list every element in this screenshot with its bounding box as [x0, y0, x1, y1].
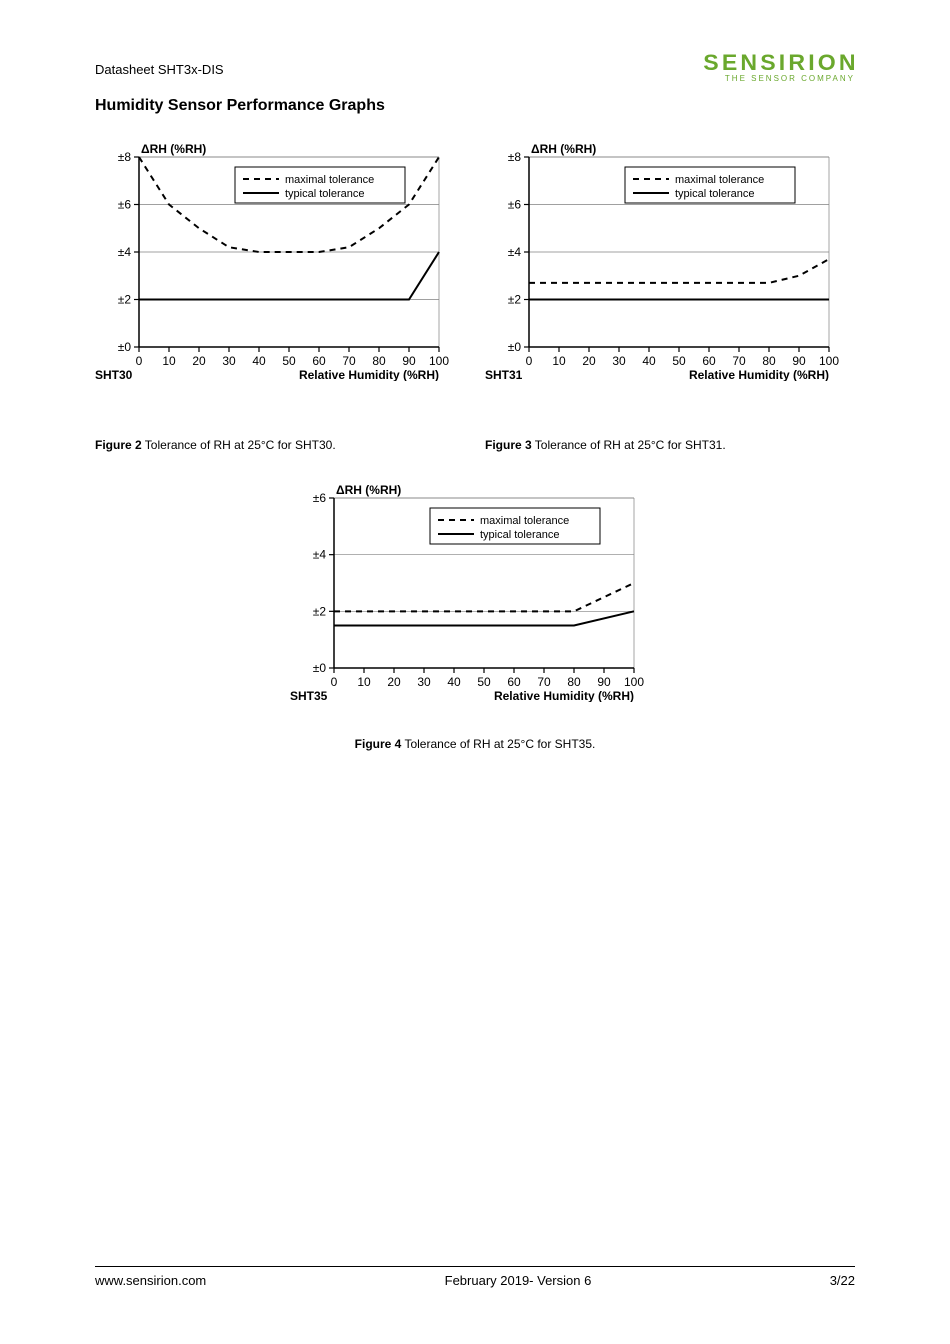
svg-text:50: 50 [282, 354, 296, 368]
svg-text:30: 30 [222, 354, 236, 368]
svg-text:±6: ±6 [118, 198, 132, 212]
svg-text:ΔRH (%RH): ΔRH (%RH) [336, 483, 401, 497]
datasheet-subtitle: Datasheet SHT3x-DIS [95, 62, 224, 77]
footer-url: www.sensirion.com [95, 1273, 206, 1288]
svg-text:30: 30 [612, 354, 626, 368]
caption-fig4-text: Tolerance of RH at 25°C for SHT35. [401, 737, 595, 751]
section-title: Humidity Sensor Performance Graphs [95, 97, 855, 115]
svg-text:±2: ±2 [508, 293, 522, 307]
caption-fig2: Figure 2 Tolerance of RH at 25°C for SHT… [95, 438, 336, 452]
svg-text:50: 50 [477, 675, 491, 689]
caption-fig3-text: Tolerance of RH at 25°C for SHT31. [532, 438, 726, 452]
svg-text:10: 10 [162, 354, 176, 368]
caption-fig4: Figure 4 Tolerance of RH at 25°C for SHT… [95, 737, 855, 751]
svg-text:70: 70 [537, 675, 551, 689]
svg-text:50: 50 [672, 354, 686, 368]
chart-sht30: 0 10 20 30 40 50 60 70 80 90 100 ±0 ±2 ±4 ±6 ±8 ΔRH (%RH… [95, 141, 465, 386]
svg-text:0: 0 [136, 354, 143, 368]
svg-text:SHT30: SHT30 [95, 368, 133, 381]
brand-logo: SENSIRION THE SENSOR COMPANY [707, 50, 855, 83]
footer: www.sensirion.com February 2019- Version… [95, 1266, 855, 1288]
svg-text:20: 20 [192, 354, 206, 368]
svg-text:±8: ±8 [118, 150, 132, 164]
svg-text:90: 90 [792, 354, 806, 368]
svg-text:±0: ±0 [313, 661, 327, 675]
svg-text:70: 70 [732, 354, 746, 368]
svg-text:20: 20 [582, 354, 596, 368]
svg-text:typical tolerance: typical tolerance [285, 188, 365, 200]
svg-text:±4: ±4 [313, 548, 327, 562]
svg-text:Relative Humidity (%RH): Relative Humidity (%RH) [689, 368, 829, 381]
svg-text:±8: ±8 [508, 150, 522, 164]
svg-text:80: 80 [372, 354, 386, 368]
svg-text:ΔRH (%RH): ΔRH (%RH) [141, 142, 206, 156]
svg-text:20: 20 [387, 675, 401, 689]
caption-fig2-text: Tolerance of RH at 25°C for SHT30. [142, 438, 336, 452]
svg-text:typical tolerance: typical tolerance [675, 188, 755, 200]
chart-sht35: 0 10 20 30 40 50 60 70 80 90 100 ±0 ±2 ±4 ±6 ΔRH (%RH) R… [290, 482, 660, 707]
caption-fig2-bold: Figure 2 [95, 438, 142, 452]
svg-text:Relative Humidity (%RH): Relative Humidity (%RH) [494, 689, 634, 702]
svg-text:±4: ±4 [508, 245, 522, 259]
svg-text:80: 80 [567, 675, 581, 689]
svg-text:±6: ±6 [313, 491, 327, 505]
svg-text:100: 100 [819, 354, 839, 368]
svg-text:±0: ±0 [118, 340, 132, 354]
svg-text:maximal tolerance: maximal tolerance [480, 515, 569, 527]
svg-text:90: 90 [597, 675, 611, 689]
svg-text:±2: ±2 [118, 293, 132, 307]
svg-text:typical tolerance: typical tolerance [480, 529, 560, 541]
svg-text:±2: ±2 [313, 604, 327, 618]
svg-text:70: 70 [342, 354, 356, 368]
footer-page: 3/22 [830, 1273, 855, 1288]
caption-fig3: Figure 3 Tolerance of RH at 25°C for SHT… [485, 438, 855, 452]
svg-text:SHT31: SHT31 [485, 368, 523, 381]
footer-version: February 2019- Version 6 [445, 1273, 592, 1288]
svg-text:100: 100 [624, 675, 644, 689]
svg-text:40: 40 [447, 675, 461, 689]
chart-sht31: 0 10 20 30 40 50 60 70 80 90 100 ±0 ±2 ±4 ±6 ±8 ΔRH (%RH… [485, 141, 855, 386]
svg-text:90: 90 [402, 354, 416, 368]
svg-text:60: 60 [312, 354, 326, 368]
svg-text:60: 60 [507, 675, 521, 689]
svg-text:10: 10 [552, 354, 566, 368]
caption-fig4-bold: Figure 4 [355, 737, 402, 751]
svg-text:SHT35: SHT35 [290, 689, 328, 702]
svg-text:Relative Humidity (%RH): Relative Humidity (%RH) [299, 368, 439, 381]
svg-text:±4: ±4 [118, 245, 132, 259]
svg-text:40: 40 [642, 354, 656, 368]
logo-text: SENSIRION [703, 50, 858, 76]
svg-text:±0: ±0 [508, 340, 522, 354]
svg-text:ΔRH (%RH): ΔRH (%RH) [531, 142, 596, 156]
svg-text:80: 80 [762, 354, 776, 368]
svg-text:0: 0 [526, 354, 533, 368]
svg-text:0: 0 [331, 675, 338, 689]
header: Datasheet SHT3x-DIS SENSIRION THE SENSOR… [95, 50, 855, 83]
svg-text:maximal tolerance: maximal tolerance [285, 174, 374, 186]
caption-fig3-bold: Figure 3 [485, 438, 532, 452]
svg-text:30: 30 [417, 675, 431, 689]
svg-text:40: 40 [252, 354, 266, 368]
svg-text:60: 60 [702, 354, 716, 368]
svg-text:100: 100 [429, 354, 449, 368]
svg-text:maximal tolerance: maximal tolerance [675, 174, 764, 186]
svg-text:±6: ±6 [508, 198, 522, 212]
svg-text:10: 10 [357, 675, 371, 689]
